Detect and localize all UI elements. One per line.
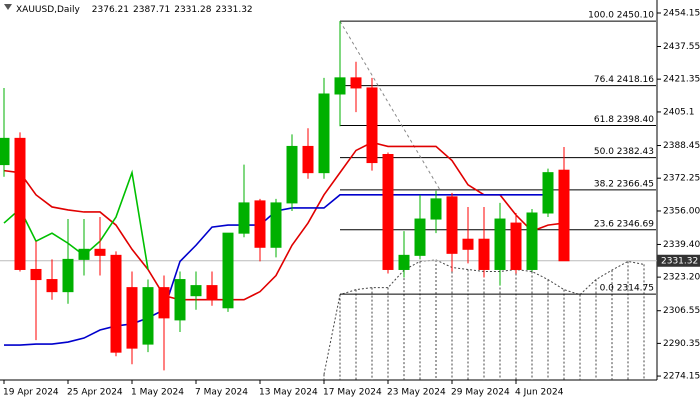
candle-body — [222, 232, 234, 309]
x-tick-label: 23 May 2024 — [387, 388, 446, 398]
candle-body — [318, 93, 330, 174]
fib-label: 23.6 2346.69 — [594, 219, 654, 229]
x-tick-label: 7 May 2024 — [195, 388, 248, 398]
candle-body — [190, 285, 202, 297]
candle-body — [206, 285, 218, 301]
y-tick-label: 2405.1 — [663, 107, 695, 117]
y-tick-label: 2388.45 — [663, 141, 700, 151]
close: 2331.32 — [215, 5, 252, 15]
y-tick-label: 2437.55 — [663, 42, 700, 52]
candle-body — [382, 154, 394, 270]
fib-trend — [339, 20, 441, 191]
candle-body — [478, 238, 490, 270]
fib-label: 100.0 2450.10 — [588, 11, 654, 21]
candle-body — [350, 77, 362, 89]
candle-body — [510, 222, 522, 270]
candle-body — [14, 137, 26, 270]
open: 2376.21 — [92, 5, 129, 15]
fib-label: 50.0 2382.43 — [594, 147, 654, 157]
y-tick-label: 2274.15 — [663, 372, 700, 382]
candle-body — [30, 268, 42, 281]
header: XAUUSD,Daily 2376.21 2387.71 2331.28 2331.32 — [16, 5, 253, 15]
candle-body — [398, 254, 410, 270]
y-tick-label: 2421.35 — [663, 75, 700, 85]
candle-body — [462, 238, 474, 250]
high: 2387.71 — [133, 5, 170, 15]
fib-label: 61.8 2398.40 — [594, 115, 654, 125]
candle-body — [238, 202, 250, 234]
low: 2331.28 — [174, 5, 211, 15]
x-tick-label: 19 Apr 2024 — [3, 388, 59, 398]
candle-body — [494, 218, 506, 270]
candle-body — [158, 287, 170, 319]
price-label: 2331.32 — [661, 256, 698, 266]
y-tick-label: 2454.15 — [663, 9, 700, 19]
candle-body — [78, 248, 90, 260]
y-tick-label: 2339.40 — [663, 240, 700, 250]
x-tick-label: 29 May 2024 — [451, 388, 510, 398]
candle-body — [270, 202, 282, 248]
candle-body — [62, 258, 74, 293]
fib-label: 76.4 2418.16 — [594, 75, 654, 85]
candle-body — [0, 137, 10, 166]
x-tick-label: 4 Jun 2024 — [515, 388, 564, 398]
x-tick-label: 25 Apr 2024 — [67, 388, 123, 398]
candle-body — [302, 145, 314, 174]
plot-area: 100.0 2450.10 76.4 2418.16 61.8 2398.40 50.… — [0, 11, 657, 380]
candle-body — [526, 212, 538, 270]
indicator-line — [3, 141, 565, 301]
y-tick-label: 2356.00 — [663, 206, 700, 216]
x-tick-label: 17 May 2024 — [323, 388, 382, 398]
candle-body — [558, 169, 570, 262]
indicator-line — [3, 169, 149, 270]
y-tick-label: 2290.35 — [663, 339, 700, 349]
fib-label: 38.2 2366.45 — [594, 179, 654, 189]
candle-body — [366, 87, 378, 164]
candle-body — [286, 145, 298, 204]
candle-body — [46, 279, 58, 293]
candle-body — [174, 279, 186, 321]
candle-body — [142, 287, 154, 345]
x-tick-label: 13 May 2024 — [259, 388, 318, 398]
candle-body — [110, 254, 122, 353]
candle-body — [430, 198, 442, 220]
y-tick-label: 2306.55 — [663, 306, 700, 316]
y-tick-label: 2372.25 — [663, 174, 700, 184]
price-box — [657, 254, 700, 267]
x-tick-label: 1 May 2024 — [131, 388, 184, 398]
candle-body — [446, 196, 458, 254]
candle-body — [334, 77, 346, 95]
candle-body — [126, 287, 138, 349]
candle-body — [414, 218, 426, 256]
candle-body — [542, 172, 554, 214]
candle-body — [94, 248, 106, 256]
y-tick-label: 2323.20 — [663, 273, 700, 283]
candle-body — [254, 200, 266, 248]
symbol-icon — [4, 4, 12, 10]
fib-label: 0.0 2314.75 — [600, 284, 654, 294]
symbol: XAUUSD,Daily — [16, 5, 80, 15]
